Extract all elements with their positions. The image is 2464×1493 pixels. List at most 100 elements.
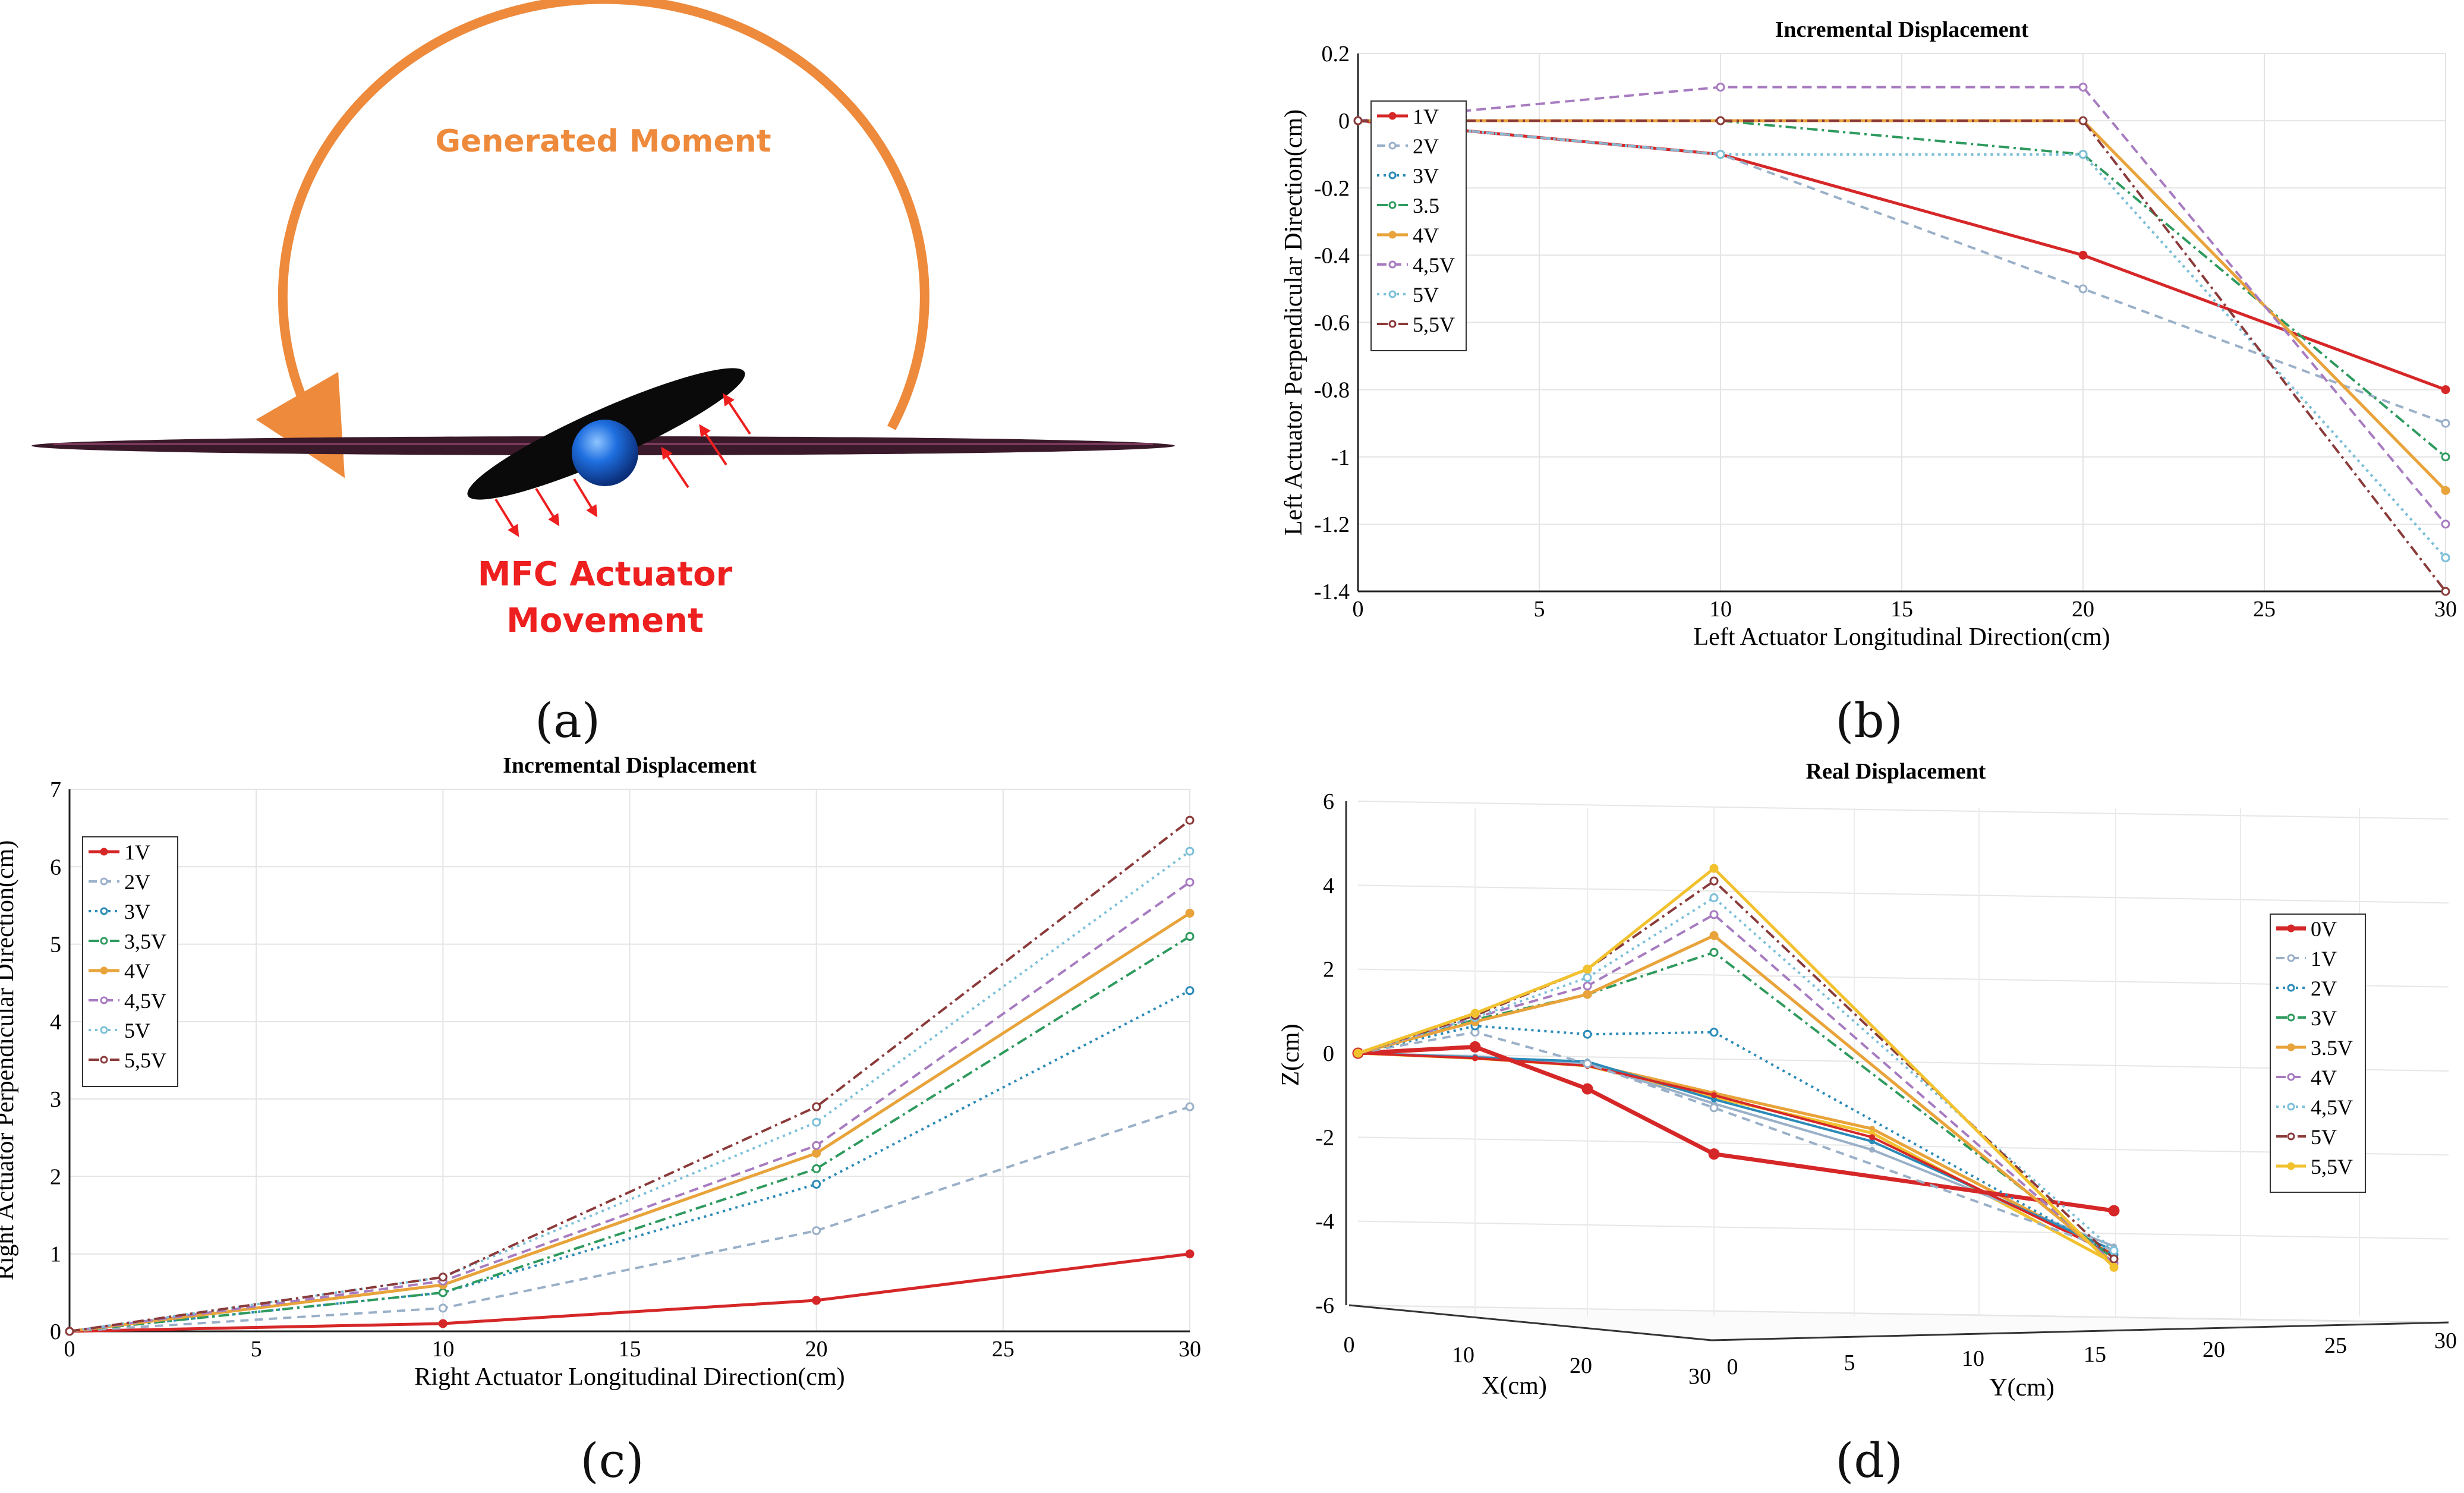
z-tick-label: 6 xyxy=(1323,789,1334,814)
y-tick-label: -0.4 xyxy=(1314,243,1350,268)
legend-label-1V: 1V xyxy=(1413,105,1439,128)
data-point-1V xyxy=(2078,250,2088,260)
y-tick-label: -1 xyxy=(1331,445,1350,470)
data-point-1V xyxy=(1709,1103,1719,1113)
data-point-5,5V xyxy=(2078,116,2088,125)
legend-label-3,5V: 3,5V xyxy=(124,930,166,953)
data-point-3.5V xyxy=(1583,990,1592,999)
data-point-1V xyxy=(1185,1249,1195,1259)
panel-label-c: (c) xyxy=(580,1433,644,1488)
y-tick-label: -0.8 xyxy=(1314,378,1350,403)
legend-marker-3.5V xyxy=(2287,1043,2295,1051)
x-tick-label: 30 xyxy=(1688,1364,1711,1389)
projection-point-lower-1 xyxy=(1869,1126,1875,1132)
legend-label-2V: 2V xyxy=(1413,134,1439,158)
legend-label-3.5V: 3.5V xyxy=(2311,1036,2353,1060)
x-tick-label: 30 xyxy=(2434,597,2457,622)
actuator-arrow xyxy=(535,487,560,527)
legend-label-4,5V: 4,5V xyxy=(1413,253,1455,277)
series-line-1V xyxy=(1357,119,2446,391)
data-point-0V xyxy=(1469,1041,1481,1053)
data-point-5,5V xyxy=(1716,116,1725,125)
legend-label-5,5V: 5,5V xyxy=(1413,313,1455,336)
data-point-4,5V xyxy=(2109,1246,2119,1255)
x-axis-label: Right Actuator Longitudinal Direction(cm… xyxy=(414,1363,845,1391)
data-point-4V xyxy=(1583,981,1592,991)
data-point-5V xyxy=(2078,150,2088,159)
legend-label-5V: 5V xyxy=(1413,283,1439,307)
legend-label-1V: 1V xyxy=(124,840,150,864)
chart-c: 0 5 10 15 20 25 30 0 1 2 3 4 5 6 7 Incremental Displace… xyxy=(0,753,1201,1391)
moment-arc xyxy=(256,0,929,478)
y-tick-label: 5 xyxy=(1844,1350,1855,1375)
x-axis-label: X(cm) xyxy=(1482,1372,1547,1400)
legend-label-2V: 2V xyxy=(2311,977,2337,1000)
data-point-3,5V xyxy=(438,1288,448,1297)
y-axis xyxy=(1711,1321,2449,1341)
data-point-4V xyxy=(1185,908,1195,918)
data-point-1V xyxy=(438,1319,448,1328)
y-tick-label: -0.2 xyxy=(1314,176,1350,201)
data-point-3V xyxy=(1185,986,1195,996)
data-point-4V xyxy=(1709,910,1719,919)
x-tick-label: 10 xyxy=(431,1337,454,1362)
x-tick-label: 20 xyxy=(2072,597,2094,622)
chart-title: Incremental Displacement xyxy=(1775,17,2029,42)
data-point-5,5V xyxy=(1353,1048,1363,1058)
series-line-1V xyxy=(69,1252,1190,1333)
data-point-3V xyxy=(1709,947,1719,957)
data-point-4,5V xyxy=(812,1141,821,1150)
y-tick-label: 0 xyxy=(50,1319,61,1344)
legend-label-2V: 2V xyxy=(124,870,150,894)
series-line-1V xyxy=(1357,1031,2115,1252)
chart-title: Incremental Displacement xyxy=(503,753,757,778)
series-line-4V xyxy=(69,912,1191,1333)
x-tick-label: 25 xyxy=(2253,597,2276,622)
z-tick-label: 0 xyxy=(1323,1041,1334,1066)
projection-point-lower-4 xyxy=(1869,1138,1875,1145)
y-axis-label: Left Actuator Perpendicular Direction(cm… xyxy=(1280,109,1307,536)
y-tick-label: 3 xyxy=(50,1087,61,1112)
y-tick-label: 7 xyxy=(50,777,61,802)
rotation-ball xyxy=(572,420,638,486)
y-tick-label: -1.4 xyxy=(1314,579,1350,604)
actuator-label-line1: MFC Actuator xyxy=(478,555,733,594)
chart-b: 0 5 10 15 20 25 30 0.2 0 -0.2 -0.4 -0.6 -0.8 -1 -1.2 -1… xyxy=(1280,17,2457,651)
z-tick-label: 2 xyxy=(1323,957,1334,982)
legend-box xyxy=(82,836,178,1087)
legend-label-1V: 1V xyxy=(2311,947,2337,971)
legend-marker-4,5V xyxy=(1388,260,1397,269)
data-point-5V xyxy=(1185,846,1195,856)
chart-title: Real Displacement xyxy=(1806,759,1986,784)
legend-marker-4,5V xyxy=(2287,1103,2295,1111)
data-point-2V xyxy=(2078,284,2088,294)
legend-marker-1V xyxy=(2287,954,2295,962)
legend-marker-2V xyxy=(1388,141,1397,150)
legend-label-4V: 4V xyxy=(2311,1066,2337,1089)
series-line-4,5V xyxy=(1357,896,2115,1252)
data-point-4,5V xyxy=(1716,83,1725,92)
legend-label-3V: 3V xyxy=(124,900,150,924)
legend-marker-1V xyxy=(100,848,108,856)
grid-line-z xyxy=(1357,1220,2449,1240)
x-axis xyxy=(1348,1304,1712,1341)
legend-box xyxy=(1370,100,1467,351)
y-tick-label: 0 xyxy=(1338,109,1350,134)
legend-label-3V: 3V xyxy=(1413,164,1439,188)
diagram-panel-a: Generated Moment MFC Actuator Movement xyxy=(31,0,1175,640)
actuator-label-line2: Movement xyxy=(506,601,704,640)
legend-marker-3,5V xyxy=(100,937,108,945)
y-tick-label: -0.6 xyxy=(1314,311,1350,336)
legend-marker-5,5V xyxy=(100,1056,108,1064)
legend-label-0V: 0V xyxy=(2311,917,2337,941)
data-point-5,5V xyxy=(812,1102,821,1111)
data-point-4,5V xyxy=(1185,877,1195,887)
actuator-movement-arrows xyxy=(494,393,751,537)
z-axis-label: Z(cm) xyxy=(1277,1024,1305,1086)
data-point-4,5V xyxy=(1709,893,1719,903)
grid-line-z xyxy=(1357,801,2449,820)
data-point-5V xyxy=(1709,876,1719,886)
legend-label-5,5V: 5,5V xyxy=(124,1048,166,1072)
legend-label-5,5V: 5,5V xyxy=(2311,1155,2353,1179)
